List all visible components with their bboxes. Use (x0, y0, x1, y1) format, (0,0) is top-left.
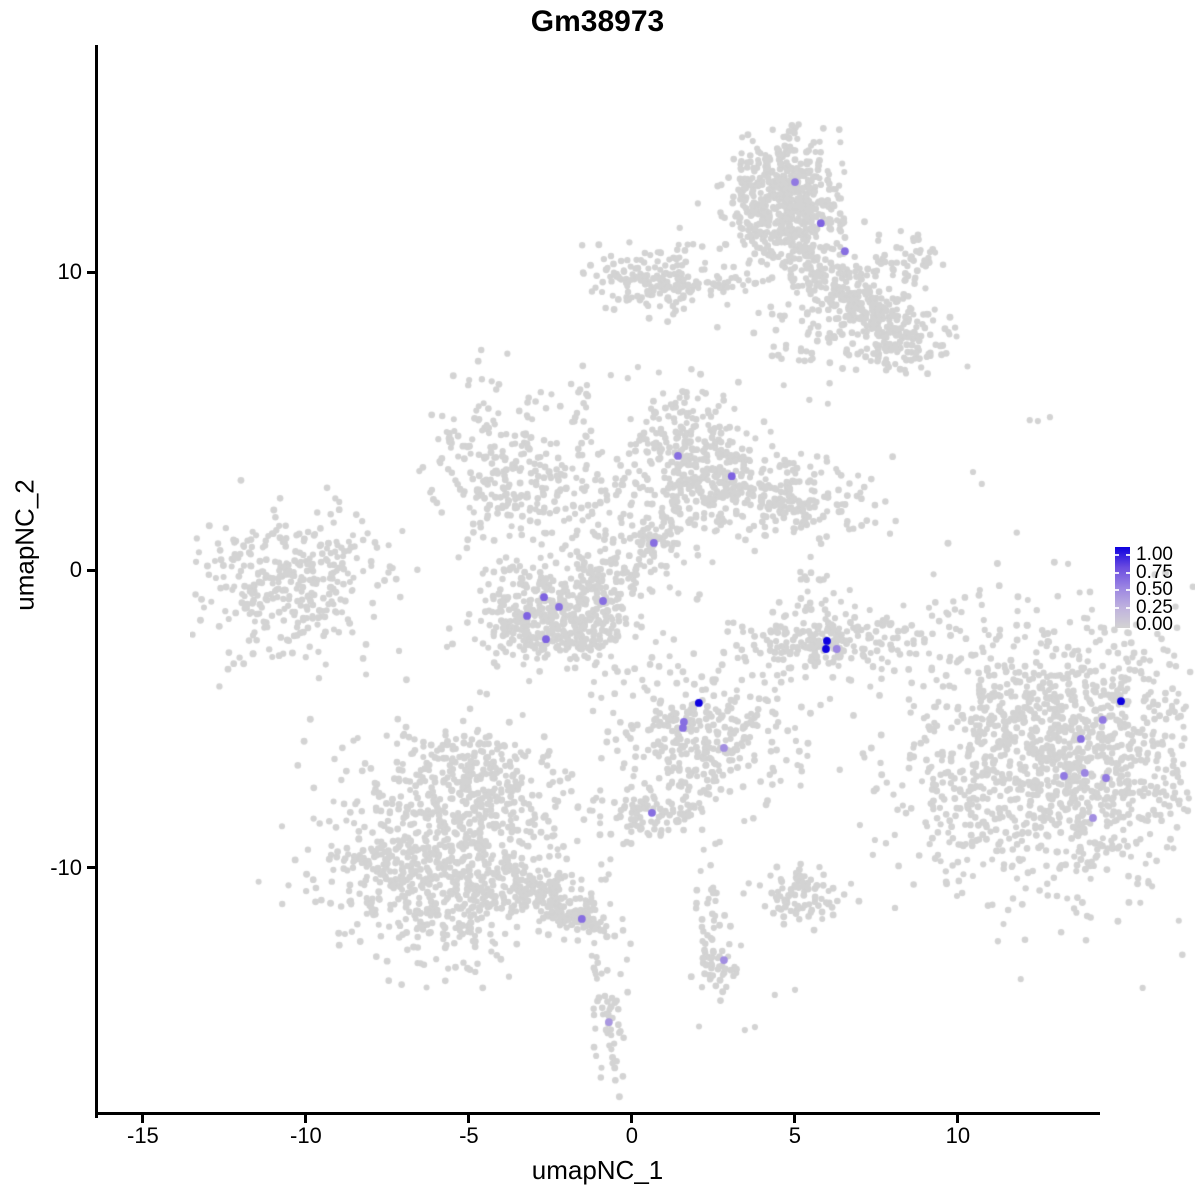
x-tick-mark (630, 1115, 634, 1123)
y-axis-label: umapNC_2 (9, 479, 40, 611)
colorbar-tick (1126, 589, 1130, 591)
plot-title: Gm38973 (530, 5, 665, 38)
x-tick-mark (793, 1115, 797, 1123)
x-axis-label: umapNC_1 (531, 1155, 664, 1185)
y-tick-mark (87, 568, 95, 572)
colorbar-gradient (1115, 547, 1130, 628)
colorbar-legend: 1.00 0.75 0.50 0.25 0.00 (1108, 540, 1200, 640)
x-tick-mark (956, 1115, 960, 1123)
y-axis-line (95, 45, 98, 1118)
y-tick-label: 0 (69, 557, 82, 583)
y-tick-mark (87, 866, 95, 870)
colorbar-tick (1115, 589, 1119, 591)
colorbar-tick (1115, 606, 1119, 609)
y-tick-label: -10 (50, 854, 82, 880)
colorbar-label: 0.50 (1136, 579, 1173, 600)
y-tick-label: 10 (57, 259, 82, 285)
x-tick-label: 0 (625, 1123, 639, 1148)
colorbar-label: 0.75 (1136, 561, 1173, 583)
scatter-points-canvas (190, 90, 1195, 1160)
x-tick-label: -10 (290, 1123, 322, 1148)
colorbar-tick (1126, 571, 1130, 574)
x-tick-mark (304, 1115, 308, 1123)
x-tick-mark (141, 1115, 145, 1123)
x-tick-label: 10 (945, 1123, 971, 1148)
colorbar-tick (1126, 554, 1130, 556)
colorbar-label: 0.00 (1136, 614, 1173, 635)
x-tick-label: -5 (459, 1123, 479, 1148)
y-tick-mark (87, 270, 95, 274)
x-tick-mark (467, 1115, 471, 1123)
plot-panel (95, 45, 1195, 1160)
colorbar-tick (1115, 571, 1119, 574)
x-tick-label: 5 (788, 1123, 801, 1148)
colorbar-tick (1115, 554, 1119, 556)
colorbar-tick (1126, 606, 1130, 609)
x-tick-label: -15 (127, 1123, 159, 1148)
colorbar-label: 1.00 (1136, 544, 1173, 565)
colorbar-label: 0.25 (1136, 596, 1173, 618)
